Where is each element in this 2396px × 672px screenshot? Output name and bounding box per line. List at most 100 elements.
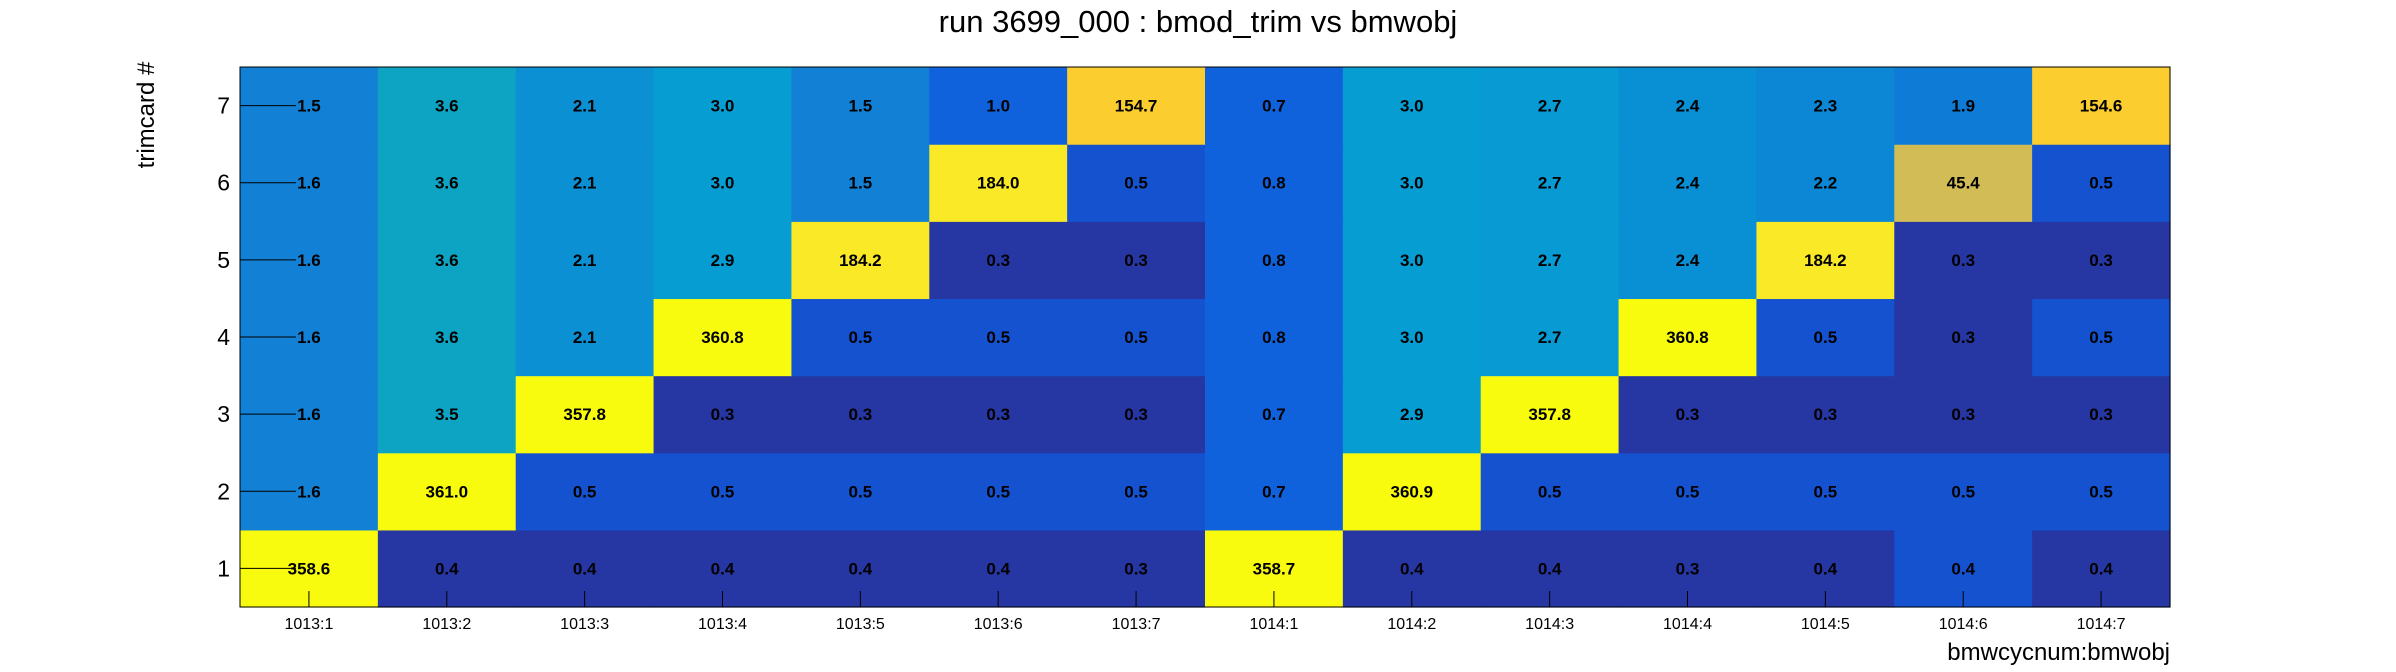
cell-value-label: 0.4 — [573, 559, 597, 578]
y-tick-label: 5 — [217, 247, 230, 273]
cell-value-label: 358.6 — [288, 559, 331, 578]
heatmap-cell — [791, 375, 930, 454]
heatmap-cell — [1618, 298, 1758, 377]
y-tick-label: 6 — [217, 170, 230, 196]
cell-value-label: 0.8 — [1262, 174, 1286, 193]
heatmap-cell — [1756, 375, 1895, 454]
cell-value-label: 360.8 — [1666, 328, 1709, 347]
cell-value-label: 0.5 — [986, 482, 1010, 501]
cell-value-label: 3.5 — [435, 405, 459, 424]
cell-value-label: 357.8 — [1528, 405, 1571, 424]
cell-value-labels: 358.6 0.4 0.4 0.4 0.4 0.4 0.3 358.7 0.4 0.4 0.3 0.4… — [288, 97, 2123, 579]
cell-value-label: 0.5 — [1538, 482, 1562, 501]
x-tick-label: 1013:2 — [422, 616, 471, 633]
y-tick-label: 4 — [217, 324, 230, 350]
heatmap-cell — [1067, 221, 1206, 300]
heatmap-cell — [1894, 452, 2033, 531]
heatmap-cell — [1205, 144, 1344, 222]
cell-value-label: 1.5 — [297, 97, 321, 116]
heatmap-cell — [377, 452, 517, 531]
cell-value-label: 2.9 — [1400, 405, 1424, 424]
heatmap-cell — [791, 144, 930, 222]
heatmap-cell — [2032, 67, 2171, 145]
heatmap-cell — [1205, 298, 1344, 377]
cell-value-label: 1.0 — [986, 97, 1010, 116]
heatmap-cell — [377, 221, 517, 300]
cell-value-label: 0.5 — [986, 328, 1010, 347]
heatmap-cell — [1894, 375, 2033, 454]
heatmap-cell — [1756, 144, 1895, 222]
heatmap-cell — [791, 452, 930, 531]
heatmap-cell — [1618, 375, 1758, 454]
cell-value-label: 1.9 — [1951, 97, 1975, 116]
cell-value-label: 184.2 — [1804, 251, 1847, 270]
cell-value-label: 0.7 — [1262, 405, 1286, 424]
heatmap-cell — [1480, 452, 1620, 531]
cell-value-label: 3.0 — [711, 174, 735, 193]
cell-value-label: 0.3 — [1814, 405, 1838, 424]
heatmap-cell — [653, 452, 793, 531]
heatmap-cell — [1067, 67, 1206, 145]
heatmap-cell — [1480, 144, 1620, 222]
heatmap-cell — [1342, 452, 1482, 531]
cell-value-label: 2.9 — [711, 251, 735, 270]
heatmap-cell — [1205, 67, 1344, 145]
heatmap-cell — [377, 298, 517, 377]
cell-value-label: 0.5 — [849, 482, 873, 501]
heatmap-cell — [515, 452, 655, 531]
y-tick-label: 7 — [217, 93, 230, 119]
heatmap-cell — [1342, 375, 1482, 454]
heatmap-cell — [377, 67, 517, 145]
heatmap-cell — [929, 144, 1068, 222]
x-tick-label: 1013:6 — [974, 616, 1023, 633]
cell-value-label: 3.0 — [1400, 174, 1424, 193]
cell-value-label: 0.5 — [1124, 328, 1148, 347]
heatmap-cell — [653, 298, 793, 377]
heatmap-cell — [1618, 67, 1758, 145]
cell-value-label: 45.4 — [1947, 174, 1981, 193]
x-tick-label: 1014:5 — [1801, 616, 1850, 633]
x-tick-label: 1013:3 — [560, 616, 609, 633]
x-tick-label: 1014:3 — [1525, 616, 1574, 633]
cell-value-label: 0.7 — [1262, 97, 1286, 116]
heatmap-cell — [2032, 298, 2171, 377]
cell-value-label: 2.2 — [1814, 174, 1838, 193]
heatmap-cell — [377, 375, 517, 454]
heatmap-cell — [1067, 452, 1206, 531]
heatmap-cell — [1480, 298, 1620, 377]
x-tick-label: 1013:5 — [836, 616, 885, 633]
cell-value-label: 0.7 — [1262, 482, 1286, 501]
heatmap-cell — [653, 221, 793, 300]
cell-value-label: 0.5 — [711, 482, 735, 501]
heatmap-cell — [515, 298, 655, 377]
cell-value-label: 2.4 — [1676, 97, 1700, 116]
cell-value-label: 360.9 — [1391, 482, 1434, 501]
cell-value-label: 3.0 — [1400, 97, 1424, 116]
cell-value-label: 1.6 — [297, 174, 321, 193]
heatmap-cell — [515, 144, 655, 222]
cell-value-label: 0.5 — [2089, 174, 2113, 193]
cell-value-label: 3.0 — [1400, 328, 1424, 347]
x-tick-label: 1013:7 — [1112, 616, 1161, 633]
heatmap-cell — [653, 375, 793, 454]
cell-value-label: 2.7 — [1538, 174, 1562, 193]
cell-value-label: 0.3 — [1124, 251, 1148, 270]
y-tick-label: 1 — [217, 555, 230, 581]
cell-value-label: 3.0 — [1400, 251, 1424, 270]
cell-value-label: 2.4 — [1676, 251, 1700, 270]
heatmap-cell — [1756, 452, 1895, 531]
cell-value-label: 0.3 — [1676, 405, 1700, 424]
cell-value-label: 2.7 — [1538, 251, 1562, 270]
cell-value-label: 0.8 — [1262, 328, 1286, 347]
cell-value-label: 154.6 — [2080, 97, 2123, 116]
y-tick-label: 2 — [217, 478, 230, 504]
cell-value-label: 0.3 — [2089, 405, 2113, 424]
cell-value-label: 2.1 — [573, 251, 597, 270]
cell-value-label: 2.7 — [1538, 328, 1562, 347]
heatmap-cell — [929, 375, 1068, 454]
cell-value-label: 0.5 — [1124, 482, 1148, 501]
cell-value-label: 1.6 — [297, 328, 321, 347]
heatmap-cell — [515, 67, 655, 145]
cell-value-label: 184.0 — [977, 174, 1020, 193]
